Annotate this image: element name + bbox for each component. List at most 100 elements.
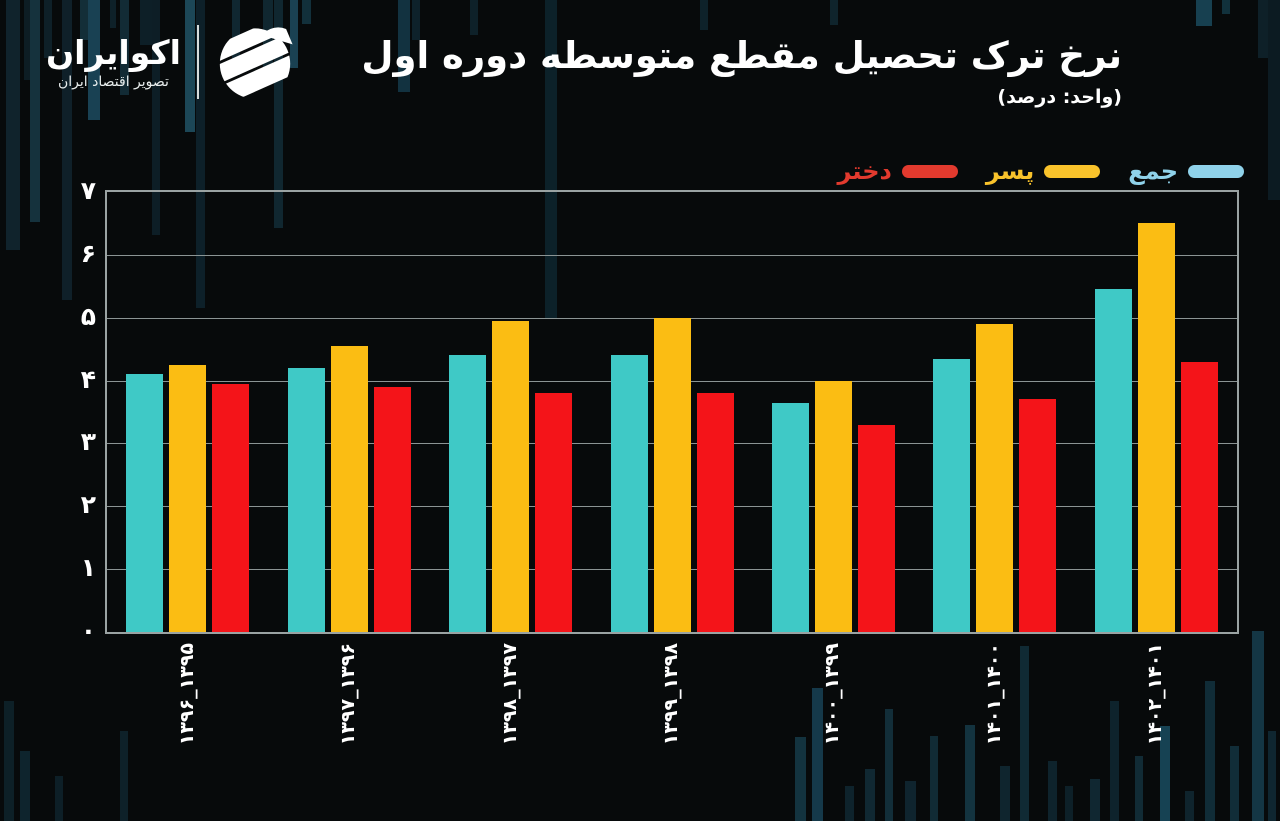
legend-swatch-total xyxy=(1188,164,1244,178)
y-axis-tick-label: ۶ xyxy=(80,238,96,268)
chart-unit-subtitle: (واحد: درصد) xyxy=(997,86,1122,109)
bar-girls-3 xyxy=(696,393,734,632)
background-equalizer-bar xyxy=(845,786,854,821)
legend-item-boys: پسر xyxy=(985,157,1101,185)
x-axis-category-label: ۱۳۹۶_۱۳۹۵ xyxy=(175,643,198,746)
background-equalizer-bar xyxy=(470,0,478,35)
background-equalizer-bar xyxy=(152,0,160,235)
background-equalizer-bar xyxy=(1135,756,1143,821)
bar-boys-1 xyxy=(330,346,368,632)
background-equalizer-bar xyxy=(398,0,410,92)
x-axis-category-label: ۱۴۰۲_۱۴۰۱ xyxy=(1144,643,1167,746)
bar-total-4 xyxy=(771,403,809,632)
brand-divider xyxy=(196,25,199,99)
background-equalizer-bar xyxy=(80,0,88,40)
legend-swatch-boys xyxy=(1044,164,1101,178)
bar-girls-6 xyxy=(1180,362,1218,632)
background-equalizer-bar xyxy=(1252,631,1264,821)
chart-title: نرخ ترک تحصیل مقطع متوسطه دوره اول xyxy=(361,34,1122,77)
background-equalizer-bar xyxy=(1258,0,1268,58)
background-equalizer-bar xyxy=(1090,779,1100,821)
background-equalizer-bar xyxy=(185,0,195,132)
x-axis-category-label: ۱۴۰۰_۱۳۹۹ xyxy=(821,643,844,746)
background-equalizer-bar xyxy=(1268,731,1276,821)
bar-girls-1 xyxy=(373,387,411,632)
background-equalizer-bar xyxy=(110,0,116,28)
background-equalizer-bar xyxy=(812,688,823,821)
background-equalizer-bar xyxy=(412,0,420,40)
background-equalizer-bar xyxy=(1185,791,1194,821)
bar-boys-4 xyxy=(814,381,852,632)
background-equalizer-bar xyxy=(885,709,893,821)
bar-total-6 xyxy=(1094,289,1132,632)
background-equalizer-bar xyxy=(1065,786,1073,821)
x-axis-category-label: ۱۳۹۸_۱۳۹۷ xyxy=(498,643,521,746)
background-equalizer-bar xyxy=(905,781,916,821)
bar-girls-5 xyxy=(1019,399,1057,632)
brand-name: اکوایران xyxy=(46,33,181,73)
bar-boys-2 xyxy=(492,321,530,632)
background-equalizer-bar xyxy=(545,0,557,318)
background-equalizer-bar xyxy=(1205,681,1215,821)
y-axis-tick-label: ۴ xyxy=(80,364,96,394)
background-equalizer-bar xyxy=(290,0,298,68)
bar-total-0 xyxy=(126,374,164,632)
x-axis-category-label: ۱۳۹۷_۱۳۹۶ xyxy=(337,643,360,746)
background-equalizer-bar xyxy=(120,731,128,821)
background-equalizer-bar xyxy=(1268,0,1280,200)
brand-tagline: تصویر اقتصاد ایران xyxy=(58,73,169,90)
title-block: نرخ ترک تحصیل مقطع متوسطه دوره اول (واحد… xyxy=(361,34,1122,108)
x-axis-category-label: ۱۳۹۹_۱۳۹۸ xyxy=(660,643,682,746)
y-axis-tick-label: ۰ xyxy=(80,616,96,645)
y-axis-tick-label: ۲ xyxy=(80,490,96,520)
legend-label-girls: دختر xyxy=(837,157,892,185)
gridline xyxy=(107,254,1237,256)
background-equalizer-bar xyxy=(120,0,129,95)
background-equalizer-bar xyxy=(24,0,33,80)
chart-legend: جمع پسر دختر xyxy=(838,157,1244,185)
background-equalizer-bar xyxy=(1048,761,1057,821)
background-equalizer-bar xyxy=(55,776,63,821)
x-axis-category-label: ۱۴۰۱_۱۴۰۰ xyxy=(982,643,1005,746)
bar-boys-3 xyxy=(653,318,691,632)
background-equalizer-bar xyxy=(965,725,975,821)
background-equalizer-bar xyxy=(795,737,806,821)
plot-area xyxy=(105,190,1239,634)
background-equalizer-bar xyxy=(1196,0,1212,26)
y-axis-tick-label: ۷ xyxy=(80,176,96,205)
background-equalizer-bar xyxy=(88,0,100,120)
background-equalizer-bar xyxy=(30,0,40,222)
ecoiran-logo-icon xyxy=(219,27,293,99)
background-equalizer-bar xyxy=(1000,766,1010,821)
legend-item-girls: دختر xyxy=(838,157,958,185)
background-equalizer-bar xyxy=(140,0,152,45)
background-equalizer-bar xyxy=(1222,0,1230,14)
bar-girls-4 xyxy=(857,425,895,632)
legend-label-boys: پسر xyxy=(985,157,1035,185)
bar-total-1 xyxy=(287,368,325,632)
background-equalizer-bar xyxy=(700,0,708,30)
background-equalizer-bar xyxy=(20,751,30,821)
background-equalizer-bar xyxy=(6,0,20,250)
bar-total-2 xyxy=(449,355,487,632)
y-axis-tick-label: ۳ xyxy=(80,427,96,457)
legend-item-total: جمع xyxy=(1128,157,1244,185)
bar-boys-5 xyxy=(976,324,1014,632)
legend-swatch-girls xyxy=(901,164,958,178)
background-equalizer-bar xyxy=(1160,726,1170,821)
background-equalizer-bar xyxy=(4,701,14,821)
background-equalizer-bar xyxy=(1110,701,1119,821)
background-equalizer-bar xyxy=(865,769,875,821)
y-axis-tick-label: ۵ xyxy=(80,301,96,331)
bar-boys-0 xyxy=(169,365,207,632)
y-axis-tick-label: ۱ xyxy=(80,553,96,583)
brand-logo: اکوایران تصویر اقتصاد ایران xyxy=(46,22,295,102)
background-equalizer-bar xyxy=(1230,746,1239,821)
background-equalizer-bar xyxy=(196,0,205,308)
background-equalizer-bar xyxy=(44,0,52,58)
bar-girls-0 xyxy=(212,384,250,632)
background-equalizer-bar xyxy=(1020,646,1029,821)
bar-girls-2 xyxy=(535,393,573,632)
legend-label-total: جمع xyxy=(1128,157,1178,185)
